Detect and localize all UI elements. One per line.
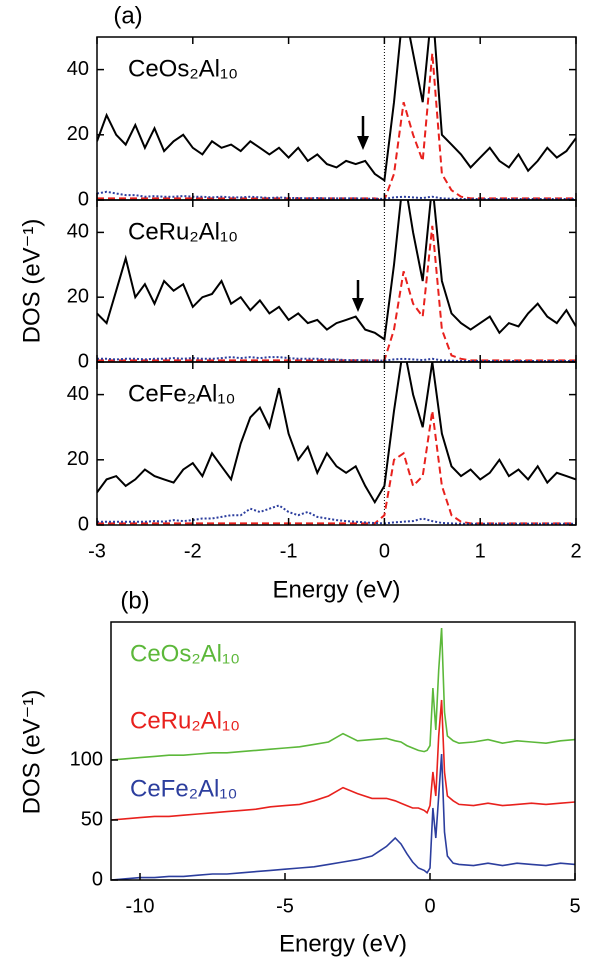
y-axis-title: DOS (eV⁻¹): [18, 219, 45, 344]
x-tick-label: 0: [379, 540, 390, 562]
y-tick-label: 40: [67, 58, 89, 80]
data-line: [111, 627, 575, 761]
plot-frame: [96, 361, 577, 526]
y-tick-label: 100: [70, 748, 103, 770]
plot-frame: [110, 621, 576, 881]
subplot-label: CeFe₂Al₁₀: [128, 380, 235, 407]
y-tick-label: 40: [67, 221, 89, 243]
y-tick-label: 20: [67, 123, 89, 145]
panel-label: (a): [113, 2, 142, 29]
x-tick-label: 2: [570, 540, 581, 562]
subplot-label: CeOs₂Al₁₀: [128, 55, 238, 82]
y-tick-label: 40: [67, 383, 89, 405]
y-tick-label: 20: [67, 285, 89, 307]
y-tick-label: 50: [81, 808, 103, 830]
y-tick-label: 0: [78, 350, 89, 372]
x-axis-title: Energy (eV): [279, 930, 407, 957]
series-label: CeFe₂Al₁₀: [130, 775, 237, 802]
data-line: [97, 362, 576, 505]
data-line: [111, 699, 575, 821]
x-axis-title: Energy (eV): [272, 576, 400, 603]
arrow: [352, 116, 369, 312]
x-tick-label: -2: [184, 540, 202, 562]
data-line: [111, 753, 575, 880]
data-line: [97, 190, 576, 200]
data-line: [97, 200, 576, 342]
y-tick-label: 0: [78, 513, 89, 535]
y-tick-label: 0: [92, 868, 103, 890]
x-tick-label: 0: [424, 895, 435, 917]
y-tick-label: 20: [67, 448, 89, 470]
x-tick-label: -10: [126, 895, 155, 917]
data-line: [97, 37, 576, 183]
data-line: [97, 225, 576, 362]
x-tick-label: 5: [569, 895, 580, 917]
data-line: [97, 504, 576, 525]
y-tick-label: 0: [78, 188, 89, 210]
data-line: [97, 356, 576, 362]
subplot-label: CeRu₂Al₁₀: [128, 218, 238, 245]
x-tick-label: 1: [475, 540, 486, 562]
x-tick-label: -3: [88, 540, 106, 562]
data-line: [97, 410, 576, 525]
x-tick-label: -1: [280, 540, 298, 562]
series-label: CeOs₂Al₁₀: [130, 640, 240, 667]
panel-label: (b): [120, 587, 149, 614]
data-line: [97, 53, 576, 200]
series-label: CeRu₂Al₁₀: [130, 707, 240, 734]
y-axis-title: DOS (eV⁻¹): [18, 690, 45, 815]
x-tick-label: -5: [276, 895, 294, 917]
